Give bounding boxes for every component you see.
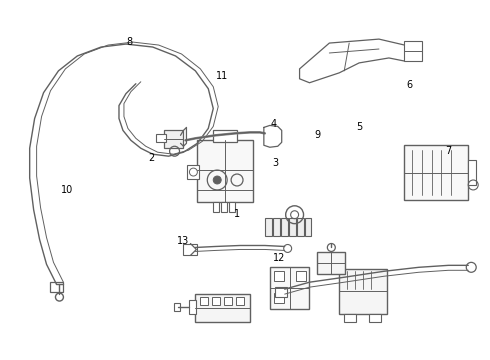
Text: 9: 9 — [315, 130, 320, 140]
Bar — [295, 271, 306, 281]
Bar — [369, 314, 381, 322]
Bar — [344, 314, 356, 322]
Bar — [188, 165, 199, 179]
Text: 7: 7 — [445, 146, 452, 156]
Bar — [183, 243, 197, 255]
Bar — [265, 218, 272, 235]
Bar — [404, 41, 421, 61]
Bar — [196, 294, 250, 322]
Bar — [274, 293, 284, 303]
Bar — [404, 145, 468, 200]
Bar — [296, 218, 303, 235]
Text: 4: 4 — [270, 120, 277, 130]
Bar — [468, 160, 476, 185]
Bar — [213, 130, 237, 142]
Bar — [49, 282, 63, 292]
Bar — [164, 130, 183, 148]
Bar — [274, 271, 284, 281]
Bar — [281, 218, 288, 235]
Bar — [305, 218, 312, 235]
Bar — [213, 202, 219, 212]
Bar — [190, 300, 196, 314]
Text: 2: 2 — [148, 153, 155, 163]
Bar — [275, 287, 287, 297]
Text: 12: 12 — [272, 253, 285, 264]
Text: 1: 1 — [234, 209, 240, 219]
Bar — [212, 297, 220, 305]
Bar — [173, 303, 179, 311]
Text: 8: 8 — [127, 37, 133, 47]
Bar — [273, 218, 280, 235]
Bar — [339, 269, 387, 314]
Bar — [289, 218, 295, 235]
Text: 11: 11 — [216, 71, 228, 81]
Circle shape — [213, 176, 221, 184]
Bar — [221, 202, 227, 212]
Bar — [224, 297, 232, 305]
Text: 5: 5 — [356, 122, 362, 132]
Text: 13: 13 — [177, 235, 190, 246]
Bar — [270, 267, 310, 309]
Bar — [229, 202, 235, 212]
Bar — [156, 134, 166, 142]
Text: 6: 6 — [407, 80, 413, 90]
Text: 10: 10 — [61, 185, 74, 195]
Bar — [318, 252, 345, 274]
Bar — [200, 297, 208, 305]
Bar — [197, 140, 253, 202]
Bar — [236, 297, 244, 305]
Text: 3: 3 — [273, 158, 279, 168]
